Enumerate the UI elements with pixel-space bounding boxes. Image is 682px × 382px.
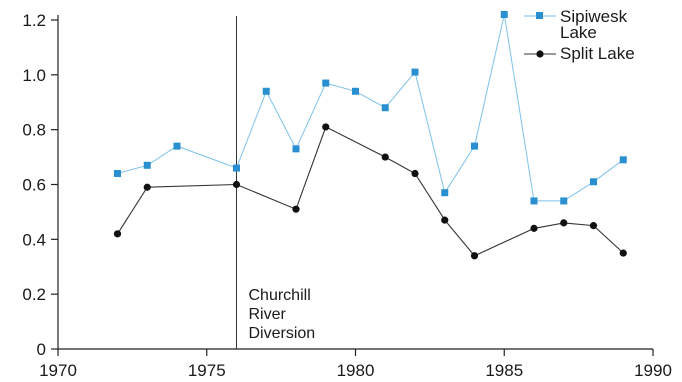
x-tick-label: 1970 [39, 361, 77, 380]
sipiwesk-lake-point [114, 170, 121, 178]
y-tick-label: 0.4 [22, 230, 46, 249]
legend-marker-sipiwesk [536, 12, 543, 19]
diversion-annotation-text: Churchill [249, 287, 311, 304]
y-tick-label: 0.6 [22, 176, 46, 195]
diversion-annotation-text: River [249, 306, 287, 323]
split-lake-point [589, 222, 598, 230]
sipiwesk-lake-point [233, 164, 240, 172]
legend-marker-split [536, 50, 544, 58]
split-lake-point [232, 180, 241, 189]
x-tick-label: 1985 [485, 361, 523, 380]
split-lake-line [117, 126, 624, 257]
y-tick-label: 0.8 [22, 121, 46, 140]
y-tick-label: 1.0 [22, 66, 46, 85]
split-lake-point [113, 230, 122, 238]
sipiwesk-lake-point [262, 87, 270, 95]
sipiwesk-lake-point [143, 161, 151, 169]
legend-label-sipiwesk: Sipiwesk [560, 7, 628, 26]
split-lake-point [292, 205, 300, 213]
legend-label-split: Split Lake [560, 44, 635, 63]
sipiwesk-lake-point [441, 189, 449, 197]
split-lake-point [322, 123, 330, 131]
legend-label-sipiwesk: Lake [560, 23, 597, 42]
y-tick-label: 0.2 [22, 285, 46, 304]
split-lake-point [381, 153, 389, 161]
sipiwesk-lake-point [322, 79, 330, 87]
split-lake-point [470, 252, 479, 260]
sipiwesk-lake-point [619, 156, 627, 164]
split-lake-point [530, 224, 538, 232]
y-tick-label: 1.2 [22, 11, 46, 30]
split-lake-point [143, 183, 151, 191]
sipiwesk-lake-point [411, 68, 419, 76]
split-lake-point [441, 216, 449, 224]
x-tick-label: 1980 [337, 361, 375, 380]
sipiwesk-lake-point [471, 142, 478, 150]
y-tick-label: 0 [37, 340, 46, 359]
split-lake-point [619, 249, 627, 257]
sipiwesk-lake-point [590, 178, 597, 186]
sipiwesk-lake-point [500, 11, 508, 19]
sipiwesk-lake-point [292, 145, 300, 153]
x-tick-label: 1975 [188, 361, 226, 380]
diversion-annotation-text: Diversion [249, 325, 316, 342]
split-lake-point [560, 219, 568, 227]
sipiwesk-lake-point [381, 104, 389, 112]
split-lake-point [411, 169, 419, 178]
sipiwesk-lake-line [117, 14, 624, 202]
x-tick-label: 1990 [634, 361, 672, 380]
sipiwesk-lake-point [560, 197, 568, 205]
sipiwesk-lake-point [530, 197, 538, 205]
sipiwesk-lake-point [352, 87, 359, 95]
sipiwesk-lake-point [173, 142, 181, 150]
